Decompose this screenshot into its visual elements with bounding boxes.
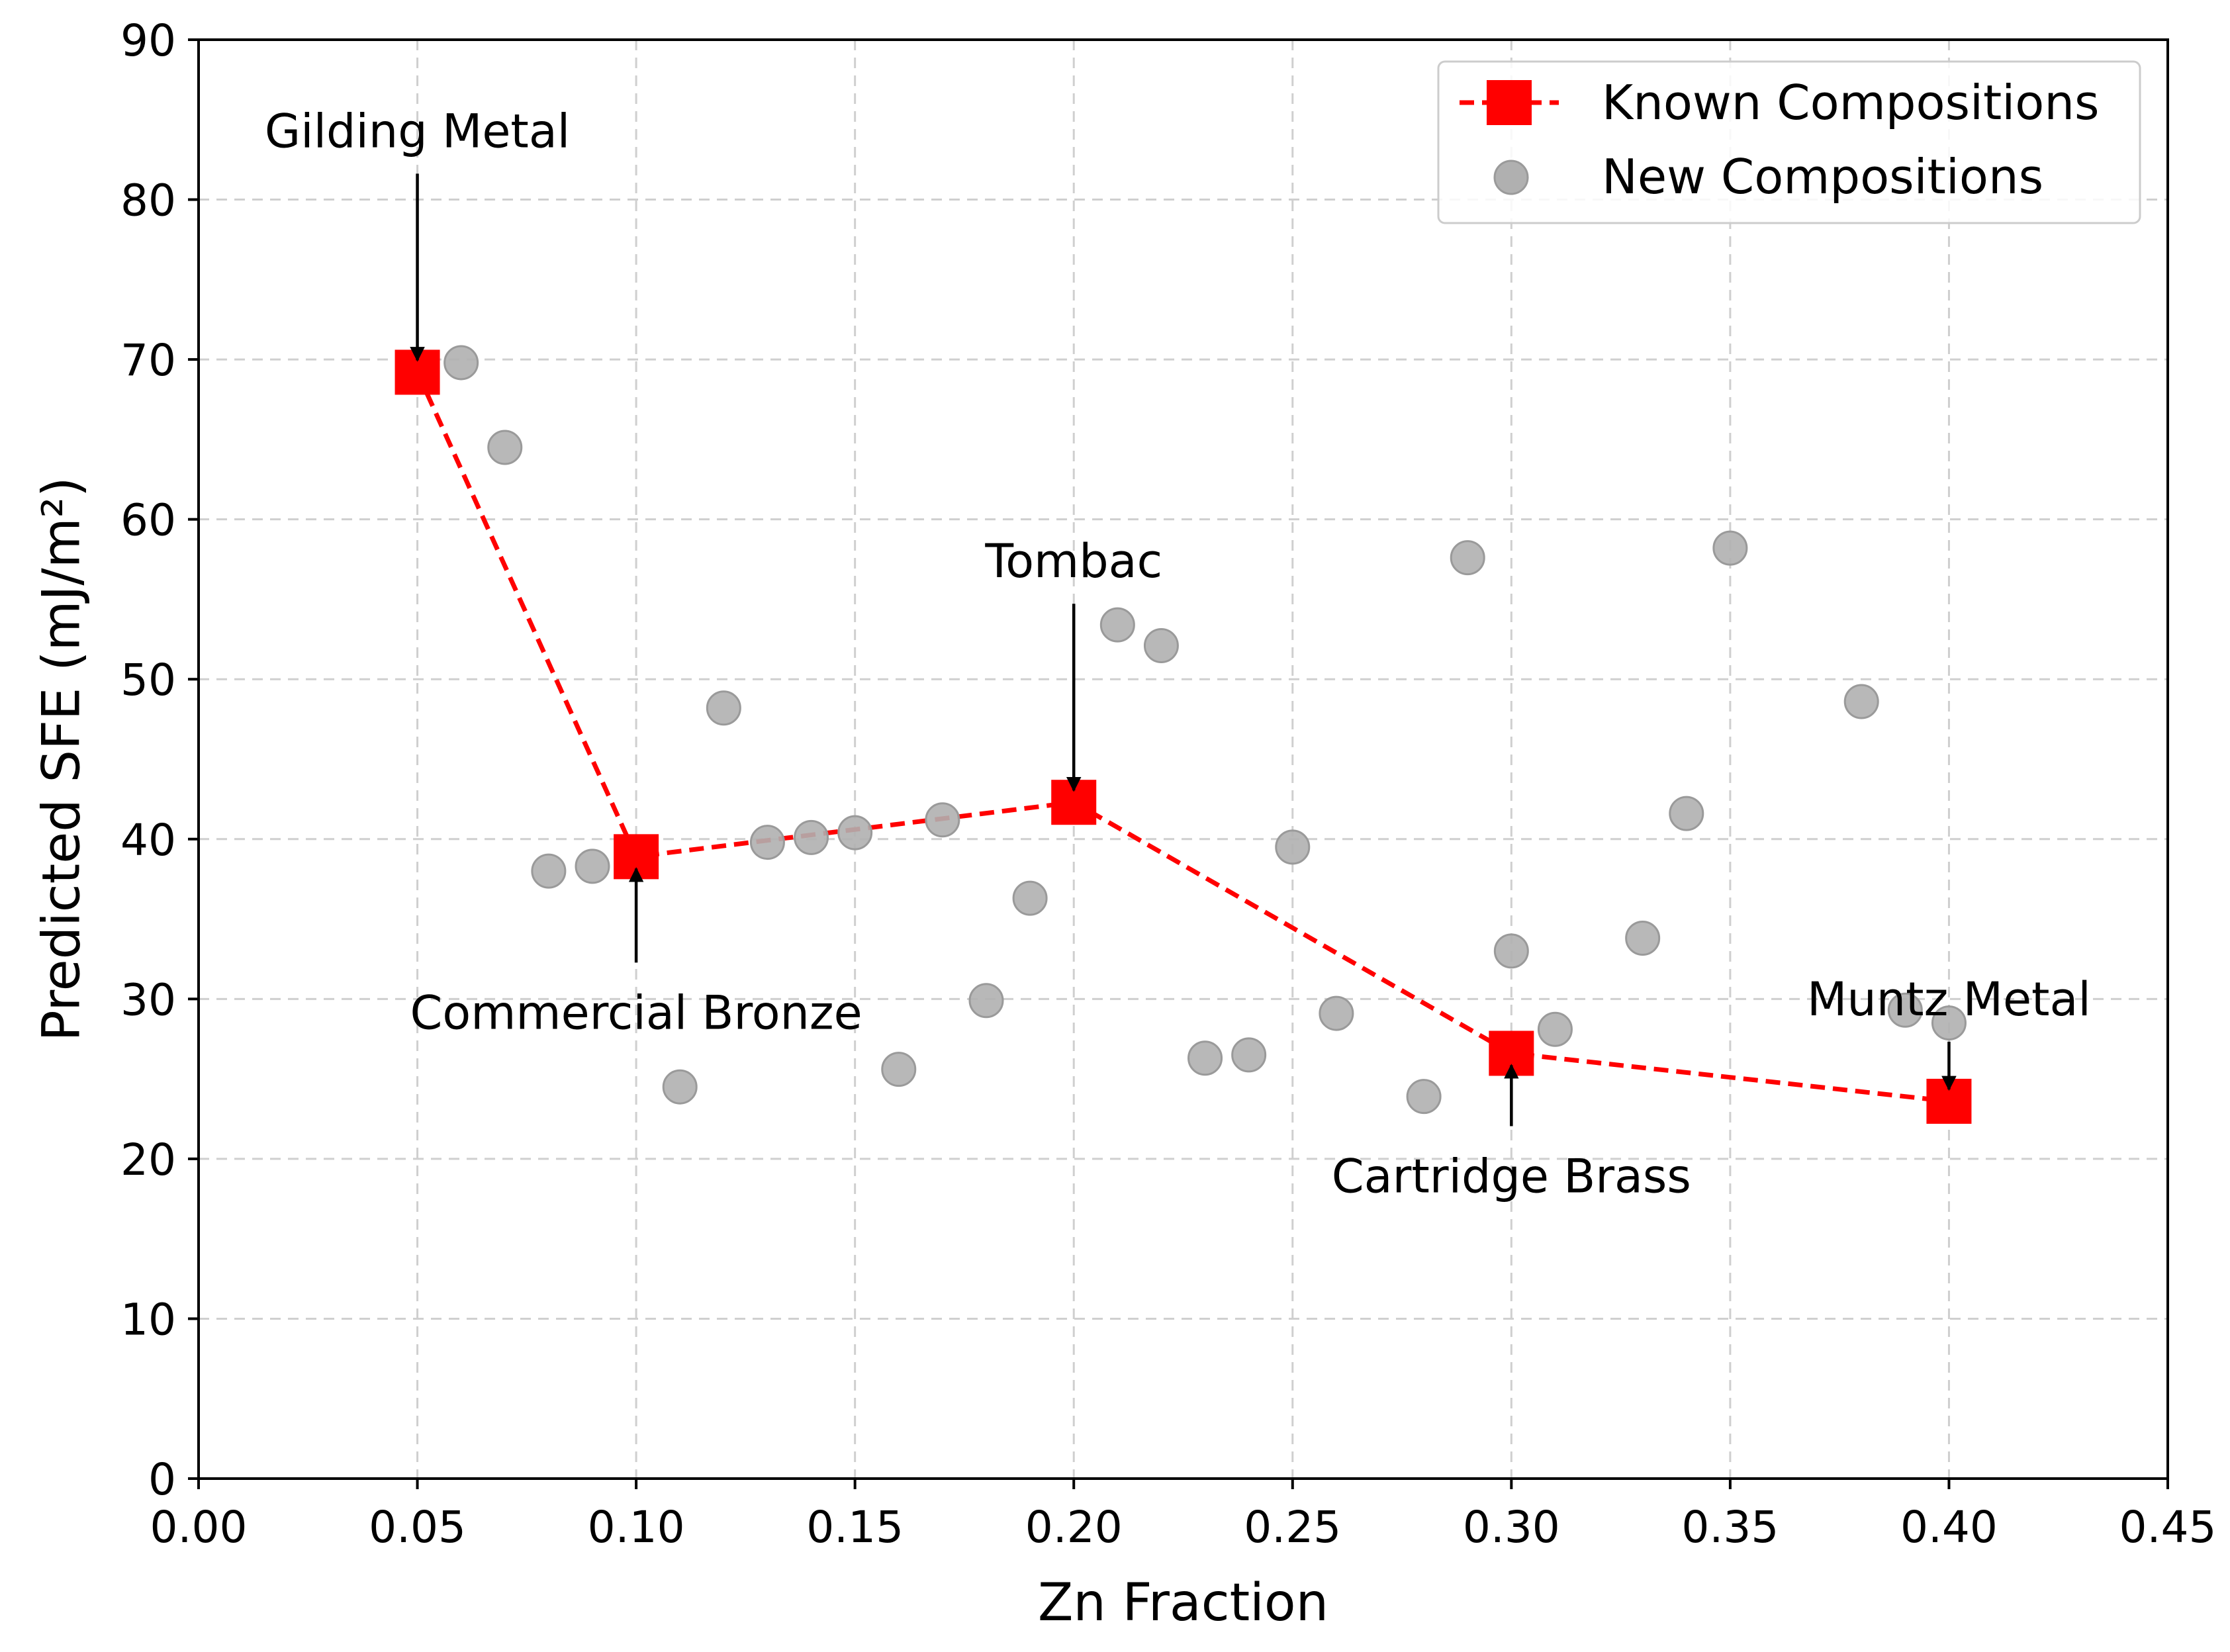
new-composition-point — [1012, 880, 1048, 916]
y-tick-label: 80 — [120, 175, 176, 226]
x-tick-label: 0.35 — [1681, 1502, 1779, 1553]
new-composition-point — [1887, 992, 1923, 1028]
new-composition-point — [1319, 995, 1354, 1031]
y-tick-label: 20 — [120, 1134, 176, 1185]
new-composition-point — [1537, 1011, 1573, 1047]
annotation-label: Cartridge Brass — [1332, 1149, 1691, 1203]
legend-new-label: New Compositions — [1602, 149, 2043, 205]
legend-new-marker — [1493, 160, 1529, 195]
new-composition-point — [837, 815, 873, 850]
x-tick-label: 0.40 — [1900, 1502, 1998, 1553]
new-composition-point — [1450, 540, 1485, 576]
new-composition-point — [662, 1069, 698, 1105]
new-composition-point — [1231, 1037, 1267, 1073]
plot-frame — [197, 38, 2169, 1480]
new-composition-point — [1843, 684, 1879, 719]
known-compositions-points — [395, 349, 1972, 1124]
new-compositions-points — [443, 345, 1967, 1115]
new-composition-point — [1143, 627, 1179, 663]
new-composition-point — [1275, 829, 1311, 865]
x-tick-label: 0.15 — [806, 1502, 904, 1553]
new-composition-point — [1712, 530, 1748, 566]
new-composition-point — [1187, 1040, 1223, 1076]
new-composition-point — [1931, 1005, 1967, 1041]
new-composition-point — [487, 430, 523, 465]
new-composition-point — [968, 983, 1004, 1019]
x-axis-ticks: 0.00 0.05 0.10 0.15 0.20 0.25 0.30 0.35 0.40 0.45 — [150, 1479, 2217, 1553]
legend-known-label: Known Compositions — [1602, 75, 2099, 130]
annotation-label: Commercial Bronze — [410, 986, 862, 1040]
y-tick-label: 70 — [120, 335, 176, 386]
x-tick-label: 0.20 — [1025, 1502, 1123, 1553]
x-tick-label: 0.10 — [588, 1502, 685, 1553]
y-tick-label: 60 — [120, 495, 176, 546]
new-composition-point — [925, 802, 960, 838]
x-tick-label: 0.25 — [1244, 1502, 1341, 1553]
new-composition-point — [706, 690, 741, 726]
new-composition-point — [1625, 921, 1661, 956]
new-composition-point — [531, 853, 567, 889]
x-axis-title: Zn Fraction — [1038, 1573, 1328, 1633]
new-composition-point — [575, 849, 610, 884]
new-composition-point — [794, 819, 829, 855]
y-tick-label: 50 — [120, 655, 176, 706]
y-axis-ticks: 0 10 20 30 40 50 60 70 80 90 — [120, 15, 199, 1505]
x-tick-label: 0.05 — [369, 1502, 466, 1553]
annotation-label: Gilding Metal — [265, 104, 570, 158]
legend-known-marker — [1487, 80, 1532, 125]
new-composition-point — [1669, 796, 1704, 831]
x-tick-label: 0.30 — [1463, 1502, 1560, 1553]
legend: Known Compositions New Compositions — [1437, 60, 2141, 224]
annotation-label: Tombac — [984, 534, 1162, 588]
new-composition-point — [1406, 1079, 1442, 1115]
new-composition-point — [881, 1052, 917, 1087]
x-tick-label: 0.45 — [2119, 1502, 2217, 1553]
new-composition-point — [1099, 607, 1135, 643]
x-tick-label: 0.00 — [150, 1502, 248, 1553]
y-tick-label: 10 — [120, 1294, 176, 1345]
y-tick-label: 0 — [148, 1454, 176, 1505]
y-axis-title: Predicted SFE (mJ/m²) — [32, 477, 91, 1042]
annotations: Gilding Metal Commercial Bronze Tombac Cart… — [265, 104, 2091, 1203]
new-composition-point — [749, 825, 785, 860]
new-composition-point — [1493, 933, 1529, 969]
new-composition-point — [443, 345, 479, 381]
y-tick-label: 40 — [120, 815, 176, 866]
grid — [197, 38, 2169, 1480]
legend-box — [1437, 60, 2141, 224]
annotation-label: Muntz Metal — [1807, 972, 2091, 1027]
y-tick-label: 30 — [120, 974, 176, 1025]
y-tick-label: 90 — [120, 15, 176, 66]
